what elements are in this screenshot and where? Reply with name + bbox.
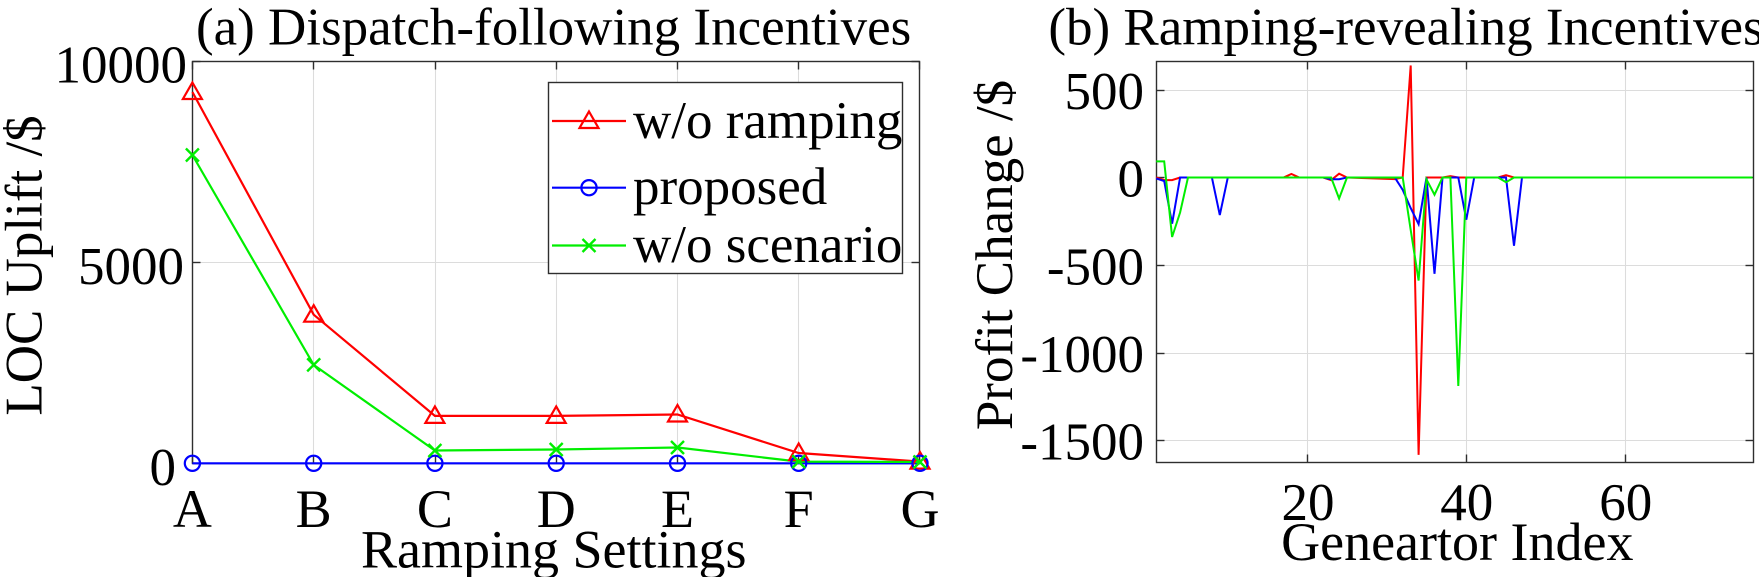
svg-text:500: 500 [1065, 63, 1145, 121]
svg-text:proposed: proposed [633, 158, 827, 216]
svg-text:0: 0 [1118, 151, 1145, 209]
svg-text:10000: 10000 [55, 37, 188, 95]
svg-text:-1500: -1500 [1020, 414, 1144, 472]
svg-text:LOC Uplift /$: LOC Uplift /$ [0, 115, 54, 415]
svg-text:C: C [417, 479, 453, 539]
svg-text:w/o ramping: w/o ramping [633, 92, 902, 150]
svg-text:G: G [901, 479, 940, 539]
svg-text:A: A [173, 479, 212, 539]
svg-text:B: B [296, 479, 332, 539]
svg-text:-1000: -1000 [1020, 326, 1144, 384]
svg-text:E: E [661, 479, 694, 539]
svg-text:D: D [537, 479, 576, 539]
svg-text:(b) Ramping-revealing Incentiv: (b) Ramping-revealing Incentives [1048, 0, 1759, 57]
svg-text:60: 60 [1599, 474, 1652, 532]
svg-text:(a) Dispatch-following Incenti: (a) Dispatch-following Incentives [196, 0, 911, 57]
svg-text:0: 0 [150, 439, 177, 497]
svg-text:w/o scenario: w/o scenario [633, 216, 902, 274]
svg-text:40: 40 [1440, 474, 1493, 532]
svg-text:Ramping Settings: Ramping Settings [361, 520, 747, 577]
svg-text:Profit Change /$: Profit Change /$ [966, 80, 1024, 430]
svg-text:F: F [784, 479, 814, 539]
svg-text:20: 20 [1282, 474, 1335, 532]
svg-text:5000: 5000 [78, 238, 184, 296]
svg-text:-500: -500 [1047, 239, 1144, 297]
svg-text:Geneartor Index: Geneartor Index [1281, 512, 1633, 572]
